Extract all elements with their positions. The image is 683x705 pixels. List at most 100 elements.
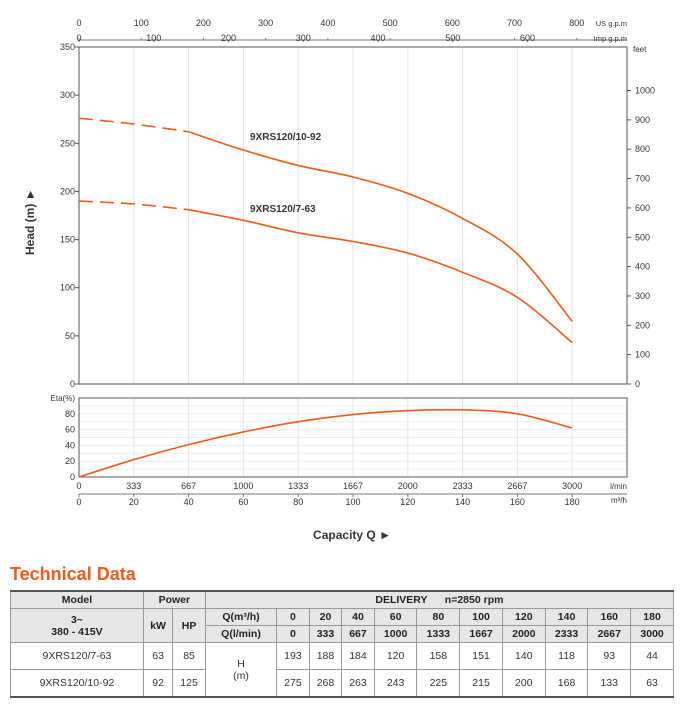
us-tick-label: 500 [383, 18, 398, 28]
y-tick-label: 100 [60, 283, 75, 293]
h-value: 168 [544, 669, 589, 698]
y-tick-label: 0 [70, 379, 75, 389]
table-row: 9XRS120/7-63 63 85 H (m) 193 188 184 120 158 1… [10, 642, 674, 698]
curve-9XRS120/10-92 [188, 130, 573, 322]
m3h-tick-label: 20 [129, 497, 139, 507]
lmin-tick-label: 333 [126, 481, 141, 491]
imp-axis-label: Imp g.p.m [594, 34, 627, 43]
imp-tick-label: 500 [445, 33, 460, 43]
y2-tick-label: 100 [635, 350, 650, 360]
lmin-axis-label: l/min [610, 482, 627, 491]
hp-value: 125 [172, 669, 206, 698]
h-value: 243 [373, 669, 418, 698]
m3h-axis-label: m³/h [611, 496, 627, 505]
q-m3h-label: Q(m³/h) [204, 608, 278, 626]
y2-tick-label: 0 [635, 379, 640, 389]
h-label: H (m) [204, 642, 278, 698]
us-tick-label: 400 [320, 18, 335, 28]
m3h-tick-label: 100 [345, 497, 360, 507]
m3h-tick-label: 0 [76, 497, 81, 507]
m3h-tick-label: 140 [455, 497, 470, 507]
pump-chart: 0501001502002503003500100200300400500600… [23, 18, 655, 542]
us-tick-label: 300 [258, 18, 273, 28]
eta-tick-label: 80 [65, 409, 75, 419]
lmin-tick-label: 2333 [453, 481, 473, 491]
y-tick-label: 300 [60, 90, 75, 100]
h-value: 140 [501, 642, 546, 670]
technical-data-title: Technical Data [10, 564, 136, 584]
h-value: 184 [341, 642, 375, 670]
x-axis-label: Capacity Q ► [313, 528, 391, 542]
us-tick-label: 800 [569, 18, 584, 28]
plot-frame [78, 46, 628, 385]
h-value: 275 [276, 669, 310, 698]
us-tick-label: 600 [445, 18, 460, 28]
header-kw: kW [142, 608, 174, 643]
q-m3h: 100 [459, 608, 503, 626]
eta-tick-label: 20 [65, 456, 75, 466]
lmin-tick-label: 2000 [398, 481, 418, 491]
h-value: 188 [308, 642, 343, 670]
m3h-tick-label: 80 [293, 497, 303, 507]
y2-tick-label: 400 [635, 262, 650, 272]
y2-tick-label: 700 [635, 174, 650, 184]
q-lmin: 3000 [630, 625, 674, 643]
q-lmin-label: Q(l/min) [204, 625, 278, 643]
y-tick-label: 250 [60, 138, 75, 148]
h-value: 200 [501, 669, 546, 698]
us-tick-label: 700 [507, 18, 522, 28]
y2-tick-label: 200 [635, 320, 650, 330]
lmin-tick-label: 0 [76, 481, 81, 491]
y2-tick-label: 500 [635, 232, 650, 242]
imp-tick-label: 600 [520, 33, 535, 43]
h-value: 133 [587, 669, 632, 698]
q-lmin: 0 [276, 625, 310, 643]
lmin-tick-label: 1333 [288, 481, 308, 491]
m3h-tick-label: 180 [565, 497, 580, 507]
eta-tick-label: 40 [65, 440, 75, 450]
us-axis-label: US g.p.m [596, 19, 627, 28]
eta-axis-label: Eta(%) [51, 394, 76, 403]
imp-tick-label: 100 [146, 33, 161, 43]
model-name: 9XRS120/7-63 [10, 642, 144, 670]
kw-value: 92 [142, 669, 174, 698]
header-delivery: DELIVERY n=2850 rpm [204, 590, 675, 609]
y2-tick-label: 1000 [635, 86, 655, 96]
y2-tick-label: 900 [635, 115, 650, 125]
q-m3h: 160 [587, 608, 632, 626]
q-lmin: 1333 [416, 625, 461, 643]
model-name: 9XRS120/10-92 [10, 669, 144, 698]
y-tick-label: 350 [60, 42, 75, 52]
q-lmin: 1000 [373, 625, 418, 643]
q-lmin: 1667 [459, 625, 503, 643]
y-tick-label: 150 [60, 235, 75, 245]
q-m3h: 180 [630, 608, 674, 626]
q-lmin: 2667 [587, 625, 632, 643]
q-m3h: 0 [276, 608, 310, 626]
voltage: 3~ 380 - 415V [10, 608, 144, 643]
imp-tick-label: 300 [296, 33, 311, 43]
m3h-tick-label: 160 [510, 497, 525, 507]
h-value: 44 [630, 642, 674, 670]
imp-tick-label: 400 [370, 33, 385, 43]
hp-value: 85 [172, 642, 206, 670]
y-axis-label: Head (m) ► [23, 188, 37, 255]
lmin-tick-label: 1667 [343, 481, 363, 491]
h-value: 158 [416, 642, 461, 670]
kw-value: 63 [142, 642, 174, 670]
curve-label: 9XRS120/10-92 [250, 132, 322, 143]
h-value: 151 [459, 642, 503, 670]
technical-data-table: Model Power DELIVERY n=2850 rpm 3~ 380 - … [10, 590, 675, 698]
eta-tick-label: 60 [65, 425, 75, 435]
header-power: Power [142, 590, 206, 609]
header-hp: HP [172, 608, 206, 643]
m3h-tick-label: 40 [184, 497, 194, 507]
y2-axis-label: feet [633, 45, 647, 54]
lmin-tick-label: 1000 [233, 481, 253, 491]
h-value: 215 [459, 669, 503, 698]
h-value: 93 [587, 642, 632, 670]
curve-label: 9XRS120/7-63 [250, 204, 316, 215]
lmin-tick-label: 3000 [562, 481, 582, 491]
h-value: 268 [308, 669, 343, 698]
q-m3h: 80 [416, 608, 461, 626]
